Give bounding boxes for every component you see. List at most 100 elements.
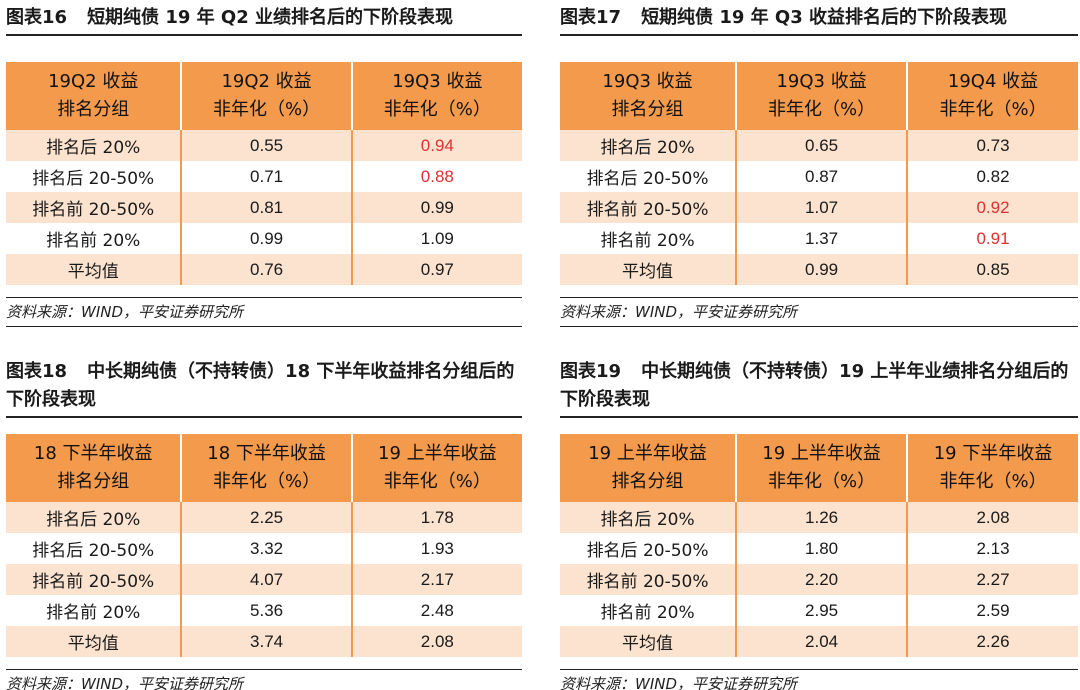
column-header: 19 上半年收益 非年化（%） — [735, 434, 908, 502]
value-cell: 4.07 — [180, 564, 352, 595]
figure-number: 图表18 — [6, 361, 68, 382]
source-note: 资料来源：WIND，平安证券研究所 — [6, 297, 522, 323]
table-row: 排名前 20% 1.37 0.91 — [560, 223, 1078, 254]
group-label: 平均值 — [6, 254, 182, 285]
column-header: 18 下半年收益 排名分组 — [6, 434, 182, 502]
value-cell: 1.80 — [735, 533, 908, 564]
figure-title: 图表18 中长期纯债（不持转债）18 下半年收益排名分组后的下阶段表现 — [6, 358, 522, 418]
value-cell: 2.20 — [735, 564, 908, 595]
value-cell: 0.87 — [735, 161, 908, 192]
group-label: 排名前 20-50% — [560, 564, 737, 595]
table-row: 排名后 20-50% 0.71 0.88 — [6, 161, 522, 192]
figure-number: 图表19 — [560, 361, 622, 382]
value-cell: 0.94 — [350, 130, 522, 161]
data-table: 19Q3 收益 排名分组 19Q3 收益 非年化（%） 19Q4 收益 非年化（%）… — [560, 62, 1078, 285]
group-label: 排名前 20-50% — [6, 564, 182, 595]
column-header: 19 上半年收益 非年化（%） — [350, 434, 522, 502]
data-table: 19Q2 收益 排名分组 19Q2 收益 非年化（%） 19Q3 收益 非年化（%）… — [6, 62, 522, 285]
figure-caption: 短期纯债 19 年 Q3 收益排名后的下阶段表现 — [641, 7, 1008, 28]
column-header: 19Q4 收益 非年化（%） — [906, 62, 1078, 130]
figure-number: 图表16 — [6, 7, 68, 28]
figure-title: 图表19 中长期纯债（不持转债）19 上半年业绩排名分组后的下阶段表现 — [560, 358, 1078, 418]
value-cell: 0.99 — [180, 223, 352, 254]
figure-caption: 短期纯债 19 年 Q2 业绩排名后的下阶段表现 — [87, 7, 454, 28]
value-cell: 0.85 — [906, 254, 1078, 285]
table-row: 排名前 20-50% 1.07 0.92 — [560, 192, 1078, 223]
bottom-rule — [6, 323, 522, 327]
group-label: 排名后 20% — [560, 130, 737, 161]
table-row: 平均值 0.99 0.85 — [560, 254, 1078, 285]
value-cell: 1.07 — [735, 192, 908, 223]
group-label: 排名前 20% — [6, 223, 182, 254]
value-cell: 1.26 — [735, 502, 908, 533]
group-label: 平均值 — [560, 254, 737, 285]
data-table: 19 上半年收益 排名分组 19 上半年收益 非年化（%） 19 下半年收益 非年化… — [560, 434, 1078, 657]
table-row: 排名后 20% 0.65 0.73 — [560, 130, 1078, 161]
value-cell: 0.99 — [350, 192, 522, 223]
table-row: 排名后 20-50% 3.32 1.93 — [6, 533, 522, 564]
value-cell: 2.13 — [906, 533, 1078, 564]
group-label: 排名后 20% — [6, 502, 182, 533]
column-header: 18 下半年收益 非年化（%） — [180, 434, 352, 502]
value-cell: 1.78 — [350, 502, 522, 533]
value-cell: 2.48 — [350, 595, 522, 626]
value-cell: 1.09 — [350, 223, 522, 254]
group-label: 排名后 20% — [6, 130, 182, 161]
table-row: 平均值 3.74 2.08 — [6, 626, 522, 657]
table-row: 排名前 20% 2.95 2.59 — [560, 595, 1078, 626]
group-label: 排名后 20-50% — [6, 161, 182, 192]
table-row: 排名后 20% 2.25 1.78 — [6, 502, 522, 533]
table-row: 排名前 20-50% 2.20 2.27 — [560, 564, 1078, 595]
group-label: 排名前 20% — [560, 595, 737, 626]
table-row: 排名前 20% 0.99 1.09 — [6, 223, 522, 254]
column-header: 19Q3 收益 非年化（%） — [735, 62, 908, 130]
bottom-rule — [560, 323, 1078, 327]
figure-17-panel: 图表17 短期纯债 19 年 Q3 收益排名后的下阶段表现 19Q3 收益 排名分组… — [560, 4, 1078, 327]
value-cell: 0.76 — [180, 254, 352, 285]
figure-title: 图表17 短期纯债 19 年 Q3 收益排名后的下阶段表现 — [560, 4, 1078, 36]
value-cell: 5.36 — [180, 595, 352, 626]
value-cell: 0.73 — [906, 130, 1078, 161]
value-cell: 3.32 — [180, 533, 352, 564]
value-cell: 2.59 — [906, 595, 1078, 626]
value-cell: 0.97 — [350, 254, 522, 285]
column-header: 19Q2 收益 非年化（%） — [180, 62, 352, 130]
value-cell: 0.92 — [906, 192, 1078, 223]
source-note: 资料来源：WIND，平安证券研究所 — [6, 669, 522, 690]
figure-19-panel: 图表19 中长期纯债（不持转债）19 上半年业绩排名分组后的下阶段表现 19 上半年… — [560, 358, 1078, 690]
value-cell: 2.25 — [180, 502, 352, 533]
value-cell: 2.08 — [350, 626, 522, 657]
data-table: 18 下半年收益 排名分组 18 下半年收益 非年化（%） 19 上半年收益 非年化… — [6, 434, 522, 657]
figure-18-panel: 图表18 中长期纯债（不持转债）18 下半年收益排名分组后的下阶段表现 18 下半年… — [6, 358, 522, 690]
column-header: 19Q2 收益 排名分组 — [6, 62, 182, 130]
group-label: 排名后 20-50% — [560, 533, 737, 564]
table-row: 排名后 20% 0.55 0.94 — [6, 130, 522, 161]
table-row: 排名后 20% 1.26 2.08 — [560, 502, 1078, 533]
value-cell: 2.17 — [350, 564, 522, 595]
value-cell: 2.95 — [735, 595, 908, 626]
value-cell: 1.37 — [735, 223, 908, 254]
value-cell: 0.82 — [906, 161, 1078, 192]
value-cell: 0.65 — [735, 130, 908, 161]
value-cell: 2.08 — [906, 502, 1078, 533]
value-cell: 2.04 — [735, 626, 908, 657]
group-label: 排名后 20-50% — [6, 533, 182, 564]
value-cell: 0.81 — [180, 192, 352, 223]
group-label: 平均值 — [560, 626, 737, 657]
group-label: 排名前 20-50% — [560, 192, 737, 223]
value-cell: 3.74 — [180, 626, 352, 657]
figure-number: 图表17 — [560, 7, 622, 28]
group-label: 排名后 20% — [560, 502, 737, 533]
value-cell: 0.55 — [180, 130, 352, 161]
table-row: 平均值 0.76 0.97 — [6, 254, 522, 285]
group-label: 排名后 20-50% — [560, 161, 737, 192]
table-row: 排名前 20% 5.36 2.48 — [6, 595, 522, 626]
source-note: 资料来源：WIND，平安证券研究所 — [560, 669, 1078, 690]
group-label: 平均值 — [6, 626, 182, 657]
value-cell: 1.93 — [350, 533, 522, 564]
figure-caption: 中长期纯债（不持转债）18 下半年收益排名分组后的下阶段表现 — [6, 361, 515, 410]
value-cell: 0.71 — [180, 161, 352, 192]
column-header: 19 下半年收益 非年化（%） — [906, 434, 1078, 502]
figure-16-panel: 图表16 短期纯债 19 年 Q2 业绩排名后的下阶段表现 19Q2 收益 排名分组… — [6, 4, 522, 327]
value-cell: 0.91 — [906, 223, 1078, 254]
